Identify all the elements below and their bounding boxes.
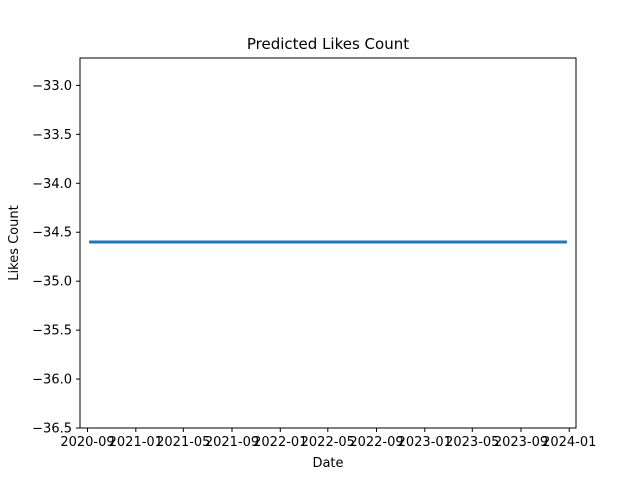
x-tick-label: 2020-09 [60, 435, 114, 450]
y-tick-label: −33.0 [32, 79, 72, 94]
y-axis-label: Likes Count [7, 205, 22, 280]
x-tick-label: 2023-01 [398, 435, 452, 450]
x-tick-label: 2021-09 [205, 435, 259, 450]
x-tick-label: 2021-05 [156, 435, 210, 450]
x-tick-label: 2022-01 [253, 435, 307, 450]
x-tick-label: 2023-05 [445, 435, 499, 450]
y-axis: −33.0 −33.5 −34.0 −34.5 −35.0 −35.5 −36.0 −36.5 [32, 79, 80, 437]
x-axis: 2020-092021-012021-052021-092022-012022-… [60, 428, 596, 450]
y-tick-label: −33.5 [32, 128, 72, 143]
x-tick-label: 2023-09 [494, 435, 548, 450]
y-tick-label: −34.5 [32, 226, 72, 241]
y-tick-label: −35.0 [32, 275, 72, 290]
x-tick-label: 2021-01 [109, 435, 163, 450]
x-tick-label: 2024-01 [542, 435, 596, 450]
y-tick-label: −35.5 [32, 324, 72, 339]
y-tick-label: −34.0 [32, 177, 72, 192]
x-tick-label: 2022-05 [301, 435, 355, 450]
chart-title: Predicted Likes Count [247, 35, 409, 53]
y-tick-label: −36.0 [32, 373, 72, 388]
x-axis-label: Date [312, 456, 343, 471]
y-tick-label: −36.5 [32, 422, 72, 437]
x-tick-label: 2022-09 [349, 435, 403, 450]
